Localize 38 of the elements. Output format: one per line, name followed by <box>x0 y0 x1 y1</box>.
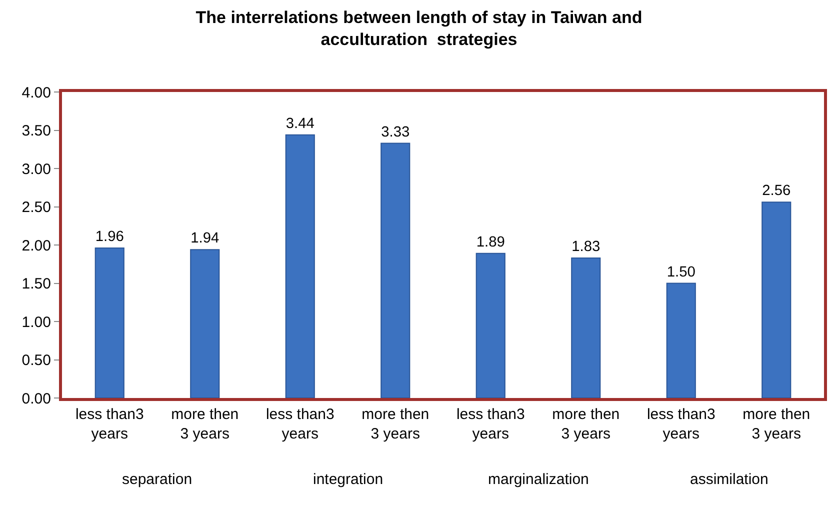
text: marginalization <box>488 471 589 488</box>
bar <box>94 248 124 398</box>
x-tick-label: less than3 years <box>75 406 144 442</box>
data-label: 1.96 <box>95 229 124 246</box>
bar <box>380 142 410 398</box>
data-label: 1.94 <box>190 230 220 247</box>
x-tick-label: more then 3 years <box>552 406 620 442</box>
data-label: 1.89 <box>476 234 505 251</box>
y-tick-label: 1.50 <box>22 276 51 292</box>
y-tick-label: 0.50 <box>22 352 51 369</box>
data-label: 1.50 <box>666 264 696 280</box>
bar <box>571 258 601 398</box>
x-tick-label: more then 3 years <box>362 406 430 442</box>
text: separation <box>122 471 192 488</box>
x-tick-label: less than3 years <box>266 406 334 442</box>
x-tick-label: less than3 years <box>646 406 716 442</box>
x-tick-label: more then 3 years <box>742 406 810 442</box>
y-tick-label: 1.00 <box>22 314 51 331</box>
y-tick-label: 0.00 <box>22 390 51 408</box>
bar <box>666 282 696 398</box>
y-tick-label: 2.00 <box>22 237 51 254</box>
data-label: 3.44 <box>286 116 314 132</box>
x-tick-label: less than3 years <box>456 406 525 442</box>
bar <box>762 202 792 398</box>
bar <box>190 249 220 398</box>
y-tick-label: 2.50 <box>22 199 51 216</box>
x-tick-label: more then 3 years <box>171 406 239 442</box>
chart-title: The interrelations between length of stay in Taiwan and acculturation strategies <box>196 8 642 49</box>
text: assimilation <box>690 471 768 488</box>
y-tick-label: 3.50 <box>22 122 51 140</box>
y-tick-label: 3.00 <box>22 160 51 178</box>
y-tick-label: 4.00 <box>22 84 51 102</box>
bar <box>285 134 315 398</box>
data-label: 2.56 <box>762 183 791 200</box>
data-label: 1.83 <box>572 239 600 256</box>
data-label: 3.33 <box>381 124 410 140</box>
text: integration <box>313 471 384 488</box>
bar <box>476 252 506 398</box>
